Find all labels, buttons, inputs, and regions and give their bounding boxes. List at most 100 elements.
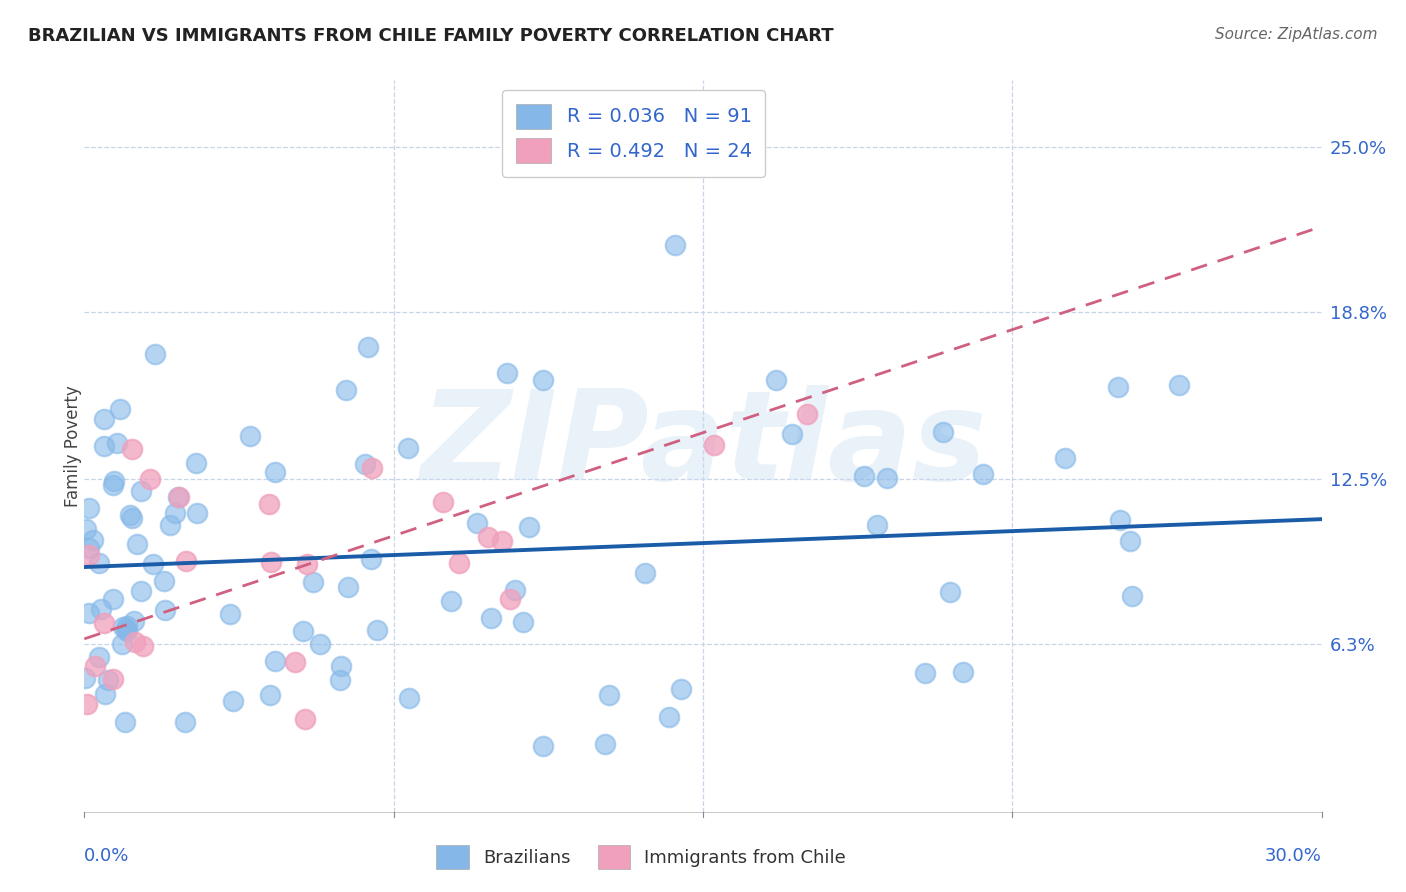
Point — [952, 665, 974, 680]
Point — [932, 425, 955, 439]
Point — [398, 691, 420, 706]
Point — [142, 558, 165, 572]
Point — [93, 411, 115, 425]
Point — [131, 584, 153, 599]
Point — [82, 533, 104, 547]
Point — [440, 594, 463, 608]
Point — [222, 825, 245, 839]
Point — [360, 552, 382, 566]
Point — [780, 427, 803, 442]
Point — [671, 681, 693, 696]
Point — [76, 697, 98, 711]
Point — [335, 383, 357, 397]
Point — [519, 520, 541, 534]
Point — [302, 575, 325, 590]
Point — [291, 624, 314, 638]
Point — [139, 472, 162, 486]
Point — [112, 620, 135, 634]
Point — [702, 438, 724, 452]
Point — [101, 478, 124, 492]
Y-axis label: Family Poverty: Family Poverty — [65, 385, 82, 507]
Point — [796, 407, 818, 421]
Point — [531, 373, 554, 387]
Point — [1119, 533, 1142, 548]
Point — [495, 366, 517, 380]
Point — [260, 554, 283, 568]
Point — [853, 469, 876, 483]
Point — [593, 737, 616, 751]
Text: 30.0%: 30.0% — [1265, 847, 1322, 865]
Text: BRAZILIAN VS IMMIGRANTS FROM CHILE FAMILY POVERTY CORRELATION CHART: BRAZILIAN VS IMMIGRANTS FROM CHILE FAMIL… — [28, 27, 834, 45]
Point — [174, 553, 197, 567]
Point — [939, 585, 962, 599]
Point — [449, 556, 471, 570]
Point — [77, 500, 100, 515]
Point — [330, 658, 353, 673]
Point — [115, 622, 138, 636]
Point — [309, 637, 332, 651]
Point — [75, 522, 97, 536]
Point — [866, 518, 889, 533]
Point — [90, 602, 112, 616]
Point — [94, 687, 117, 701]
Point — [1109, 513, 1132, 527]
Point — [97, 673, 120, 687]
Point — [914, 666, 936, 681]
Point — [353, 457, 375, 471]
Point — [167, 490, 190, 504]
Point — [121, 511, 143, 525]
Point — [143, 347, 166, 361]
Point — [101, 592, 124, 607]
Point — [153, 574, 176, 588]
Point — [84, 658, 107, 673]
Point — [1107, 380, 1129, 394]
Point — [110, 637, 132, 651]
Point — [264, 465, 287, 479]
Point — [108, 402, 131, 417]
Point — [124, 635, 146, 649]
Text: ZIPatlas: ZIPatlas — [420, 385, 986, 507]
Point — [129, 483, 152, 498]
Point — [239, 428, 262, 442]
Legend: Brazilians, Immigrants from Chile: Brazilians, Immigrants from Chile — [429, 838, 853, 876]
Point — [184, 456, 207, 470]
Point — [876, 470, 898, 484]
Point — [295, 557, 318, 571]
Point — [1167, 377, 1189, 392]
Text: Source: ZipAtlas.com: Source: ZipAtlas.com — [1215, 27, 1378, 42]
Point — [357, 340, 380, 354]
Point — [122, 614, 145, 628]
Point — [465, 516, 488, 530]
Point — [93, 439, 115, 453]
Point — [503, 583, 526, 598]
Point — [491, 534, 513, 549]
Point — [77, 606, 100, 620]
Point — [329, 673, 352, 687]
Point — [499, 592, 522, 607]
Point — [361, 460, 384, 475]
Point — [101, 672, 124, 686]
Point — [972, 467, 994, 481]
Point — [257, 497, 280, 511]
Point — [89, 557, 111, 571]
Point — [512, 615, 534, 630]
Point — [1121, 589, 1143, 603]
Point — [479, 611, 502, 625]
Point — [366, 624, 388, 638]
Point — [159, 518, 181, 533]
Point — [218, 607, 240, 622]
Point — [167, 490, 190, 504]
Point — [174, 715, 197, 730]
Point — [121, 442, 143, 456]
Point — [1053, 450, 1076, 465]
Text: 0.0%: 0.0% — [84, 847, 129, 865]
Point — [75, 671, 97, 685]
Point — [477, 530, 499, 544]
Point — [77, 541, 100, 556]
Point — [658, 710, 681, 724]
Point — [531, 739, 554, 754]
Point — [155, 603, 177, 617]
Point — [222, 694, 245, 708]
Point — [105, 436, 128, 450]
Point — [132, 639, 155, 653]
